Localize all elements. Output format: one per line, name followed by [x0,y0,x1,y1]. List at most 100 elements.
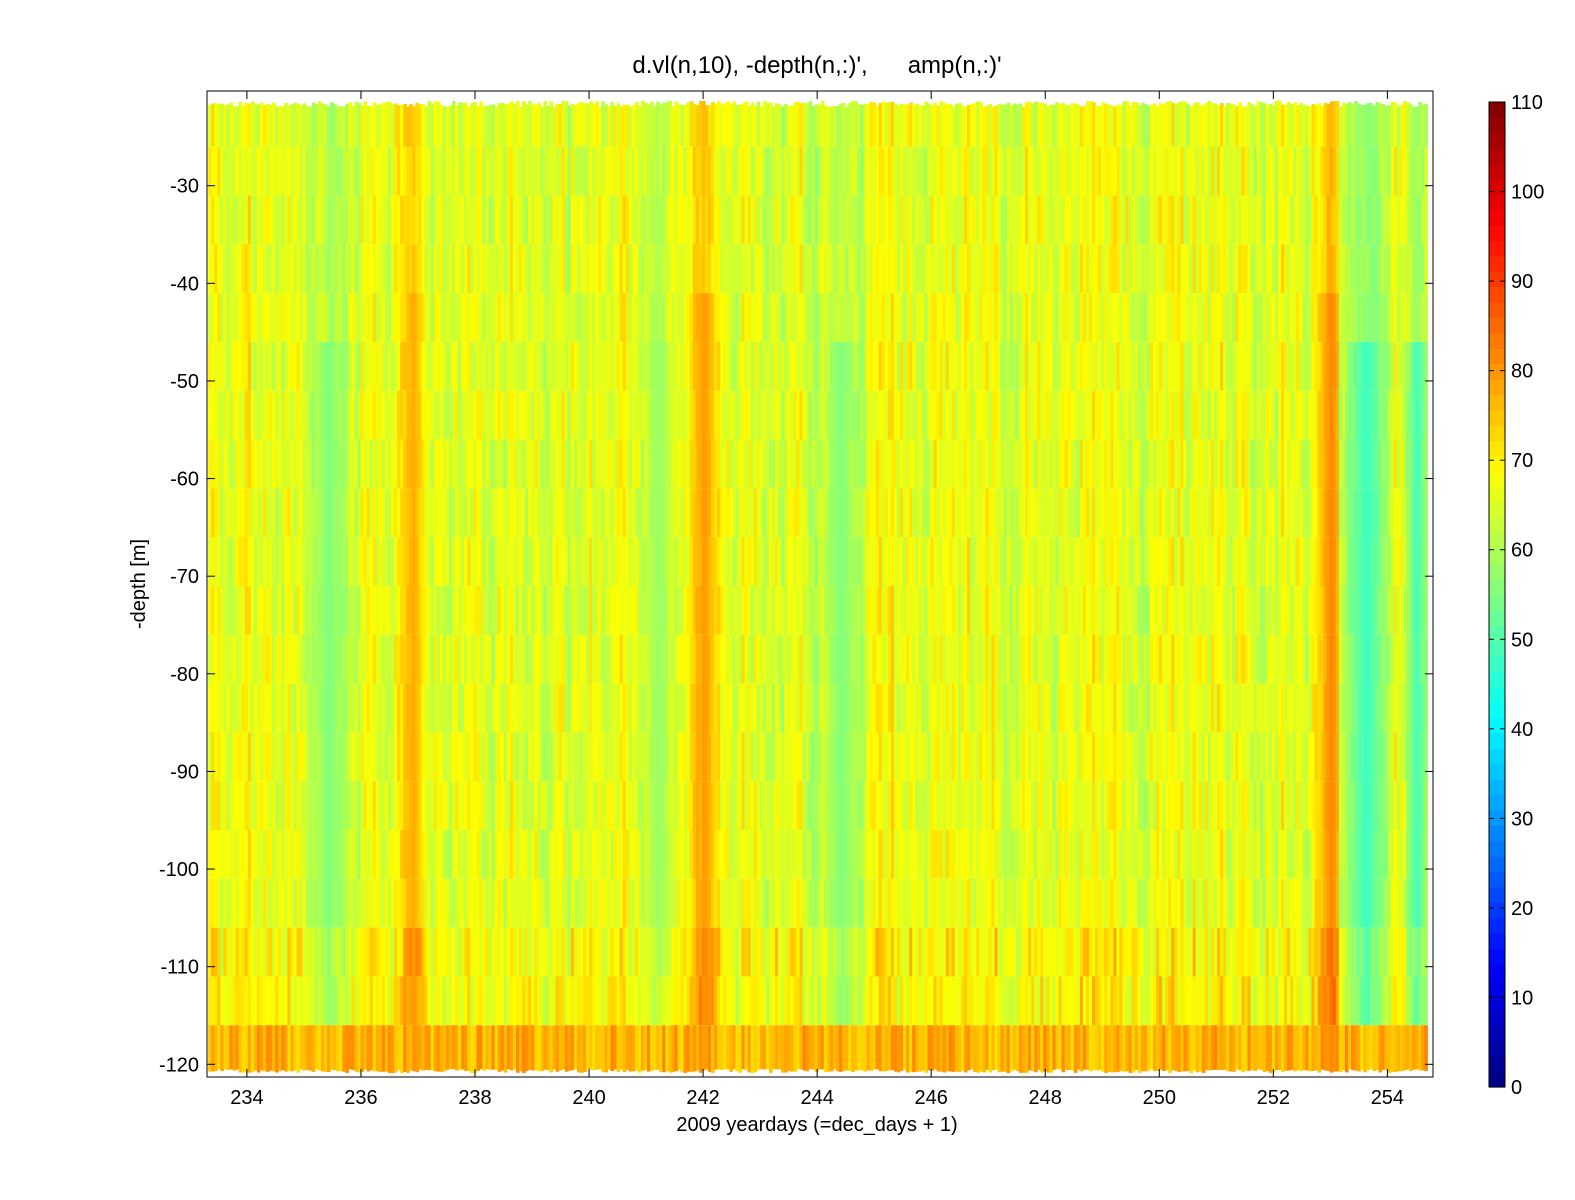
heatmap-cell [223,146,228,196]
heatmap-cell [512,585,517,635]
heatmap-cell [488,390,493,440]
heatmap-cell [543,101,548,147]
heatmap-cell [354,101,359,147]
heatmap-cell [503,976,508,1026]
heatmap-cell [470,439,474,489]
heatmap-cell [336,341,340,391]
heatmap-cell [327,585,331,635]
heatmap-cell [284,195,288,245]
heatmap-cell [409,732,413,782]
heatmap-cell [214,634,218,684]
heatmap-cell [497,146,502,196]
heatmap-cell [470,488,474,538]
heatmap-cell [500,146,505,196]
heatmap-cell [491,976,496,1026]
heatmap-cell [339,585,343,635]
heatmap-cell [549,634,554,684]
heatmap-cell [491,244,496,294]
heatmap-cell [485,390,490,440]
heatmap-cell [226,878,231,928]
heatmap-cell [296,634,301,684]
heatmap-cell [238,585,243,635]
heatmap-cell [448,390,453,440]
heatmap-cell [485,634,490,684]
heatmap-cell [534,439,538,489]
heatmap-cell [534,293,538,342]
heatmap-cell [375,293,380,342]
heatmap-cell [278,683,282,733]
heatmap-cell [567,488,572,538]
heatmap-cell [421,146,426,196]
heatmap-cell [473,390,477,440]
heatmap-cell [549,781,554,831]
heatmap-cell [369,927,374,977]
heatmap-cell [467,732,471,782]
heatmap-cell [512,927,517,977]
heatmap-cell [476,390,481,440]
heatmap-cell [266,976,270,1026]
heatmap-cell [534,683,538,733]
heatmap-cell [467,878,471,928]
heatmap-cell [473,927,477,977]
heatmap-cell [537,439,541,489]
heatmap-cell [351,439,356,489]
heatmap-cell [387,390,392,440]
heatmap-cell [430,390,435,440]
heatmap-cell [223,537,228,586]
heatmap-cell [467,585,471,635]
heatmap-cell [244,195,249,245]
heatmap-cell [400,195,404,245]
heatmap-cell [467,106,471,147]
heatmap-cell [250,101,255,147]
heatmap-cell [333,341,337,391]
heatmap-cell [503,878,508,928]
heatmap-cell [458,102,462,147]
heatmap-cell [363,537,368,586]
heatmap-cell [473,293,477,342]
heatmap-cell [217,439,221,489]
heatmap-cell [406,683,410,733]
heatmap-cell [546,927,551,977]
heatmap-cell [482,781,487,831]
heatmap-cell [284,102,288,147]
heatmap-cell [235,927,240,977]
heatmap-cell [549,488,554,538]
heatmap-cell [296,878,301,928]
heatmap-cell [308,106,313,147]
heatmap-cell [473,488,477,538]
heatmap-cell [266,683,270,733]
heatmap-cell [293,878,298,928]
heatmap-cell [357,244,362,294]
heatmap-cell [540,781,545,831]
heatmap-cell [253,439,258,489]
heatmap-cell [293,634,298,684]
heatmap-cell [473,102,477,147]
heatmap-cell [272,1025,276,1072]
heatmap-cell [458,146,462,196]
heatmap-cell [290,878,295,928]
heatmap-cell [540,537,545,586]
heatmap-cell [479,488,484,538]
heatmap-cell [223,488,228,538]
heatmap-cell [314,927,319,977]
heatmap-cell [320,439,325,489]
heatmap-cell [229,976,234,1026]
heatmap-cell [378,537,383,586]
heatmap-cell [549,1025,554,1073]
heatmap-cell [290,830,295,879]
heatmap-cell [214,195,218,245]
heatmap-cell [345,104,349,147]
heatmap-cell [397,390,401,440]
heatmap-cell [485,195,490,245]
heatmap-cell [278,244,282,294]
heatmap-cell [445,781,450,831]
heatmap-cell [531,293,535,342]
heatmap-cell [455,781,459,831]
heatmap-cell [281,781,285,831]
heatmap-cell [549,927,554,977]
heatmap-cell [522,537,526,586]
heatmap-cell [448,927,453,977]
heatmap-cell [226,927,231,977]
heatmap-cell [323,195,328,245]
heatmap-cell [296,781,301,831]
